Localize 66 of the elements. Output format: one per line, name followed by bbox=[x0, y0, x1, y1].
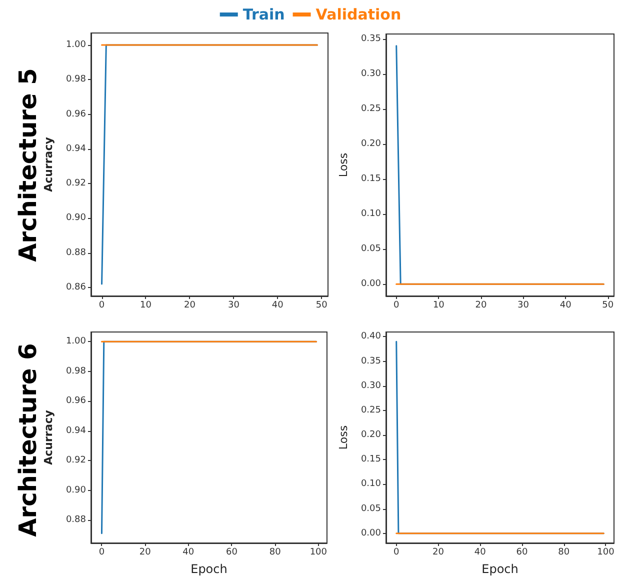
x-tick-label: 20 bbox=[475, 300, 487, 310]
y-tick-label: 0.35 bbox=[360, 34, 381, 44]
y-tick-label: 0.88 bbox=[66, 514, 86, 525]
y-tick-label: 0.98 bbox=[66, 74, 86, 85]
y-axis-title: Loss bbox=[337, 425, 350, 450]
y-tick-label: 0.00 bbox=[360, 279, 382, 290]
x-tick-label: 0 bbox=[98, 548, 105, 558]
y-tick-label: 0.15 bbox=[360, 454, 381, 465]
x-tick-label: 50 bbox=[316, 300, 328, 310]
y-tick-label: 0.10 bbox=[360, 479, 382, 490]
y-tick-label: 0.05 bbox=[360, 244, 381, 254]
x-tick-label: 30 bbox=[228, 300, 240, 310]
y-tick-label: 0.25 bbox=[360, 104, 381, 114]
y-tick-label: 0.15 bbox=[360, 174, 381, 184]
y-tick-label: 0.96 bbox=[66, 109, 86, 120]
y-tick-label: 0.40 bbox=[360, 332, 382, 342]
x-tick-label: 50 bbox=[602, 300, 614, 310]
x-tick-label: 10 bbox=[140, 300, 152, 310]
y-tick-label: 0.30 bbox=[360, 68, 382, 79]
x-tick-label: 20 bbox=[184, 300, 196, 310]
x-tick-label: 60 bbox=[226, 548, 238, 558]
x-tick-label: 0 bbox=[393, 548, 400, 558]
legend-label: Train bbox=[242, 6, 285, 24]
x-axis-title: Epoch bbox=[482, 562, 518, 576]
x-tick-label: 10 bbox=[432, 300, 445, 310]
y-tick-label: 0.30 bbox=[360, 380, 382, 391]
y-tick-label: 0.90 bbox=[66, 213, 86, 224]
y-tick-label: 0.05 bbox=[360, 504, 381, 514]
y-tick-label: 1.00 bbox=[66, 40, 86, 50]
y-tick-label: 0.94 bbox=[66, 144, 86, 154]
x-tick-label: 30 bbox=[518, 300, 530, 310]
y-tick-label: 0.20 bbox=[360, 138, 382, 149]
y-tick-label: 0.86 bbox=[66, 282, 86, 293]
x-tick-label: 20 bbox=[139, 548, 152, 558]
text: Architecture 6 bbox=[14, 343, 42, 537]
x-tick-label: 40 bbox=[474, 548, 486, 558]
x-tick-label: 100 bbox=[310, 548, 328, 558]
y-tick-label: 0.35 bbox=[360, 356, 381, 366]
x-tick-label: 20 bbox=[432, 548, 444, 558]
y-axis-title: Acurracy bbox=[42, 410, 55, 465]
y-tick-label: 0.25 bbox=[360, 405, 381, 416]
y-tick-label: 0.98 bbox=[66, 366, 86, 376]
legend-label: Validation bbox=[316, 6, 402, 24]
x-tick-label: 60 bbox=[516, 548, 528, 558]
x-axis-title: Epoch bbox=[190, 562, 228, 576]
x-tick-label: 80 bbox=[269, 548, 282, 558]
y-tick-label: 0.96 bbox=[66, 396, 86, 406]
x-tick-label: 0 bbox=[98, 300, 105, 310]
y-tick-label: 0.92 bbox=[66, 456, 86, 466]
text: Architecture 5 bbox=[14, 68, 42, 262]
y-tick-label: 0.00 bbox=[360, 528, 382, 538]
x-tick-label: 40 bbox=[560, 300, 572, 310]
y-axis-title: Loss bbox=[337, 152, 350, 178]
x-tick-label: 40 bbox=[272, 300, 284, 310]
y-tick-label: 0.20 bbox=[360, 430, 382, 440]
y-tick-label: 0.88 bbox=[66, 248, 86, 258]
x-tick-label: 100 bbox=[597, 548, 615, 558]
x-tick-label: 80 bbox=[558, 548, 570, 558]
y-tick-label: 0.94 bbox=[66, 426, 86, 436]
y-tick-label: 0.92 bbox=[66, 178, 86, 189]
y-tick-label: 0.10 bbox=[360, 209, 382, 220]
y-tick-label: 0.90 bbox=[66, 485, 86, 496]
y-axis-title: Acurracy bbox=[42, 137, 55, 192]
y-tick-label: 1.00 bbox=[66, 336, 86, 347]
x-tick-label: 40 bbox=[182, 548, 194, 558]
x-tick-label: 0 bbox=[393, 300, 400, 310]
